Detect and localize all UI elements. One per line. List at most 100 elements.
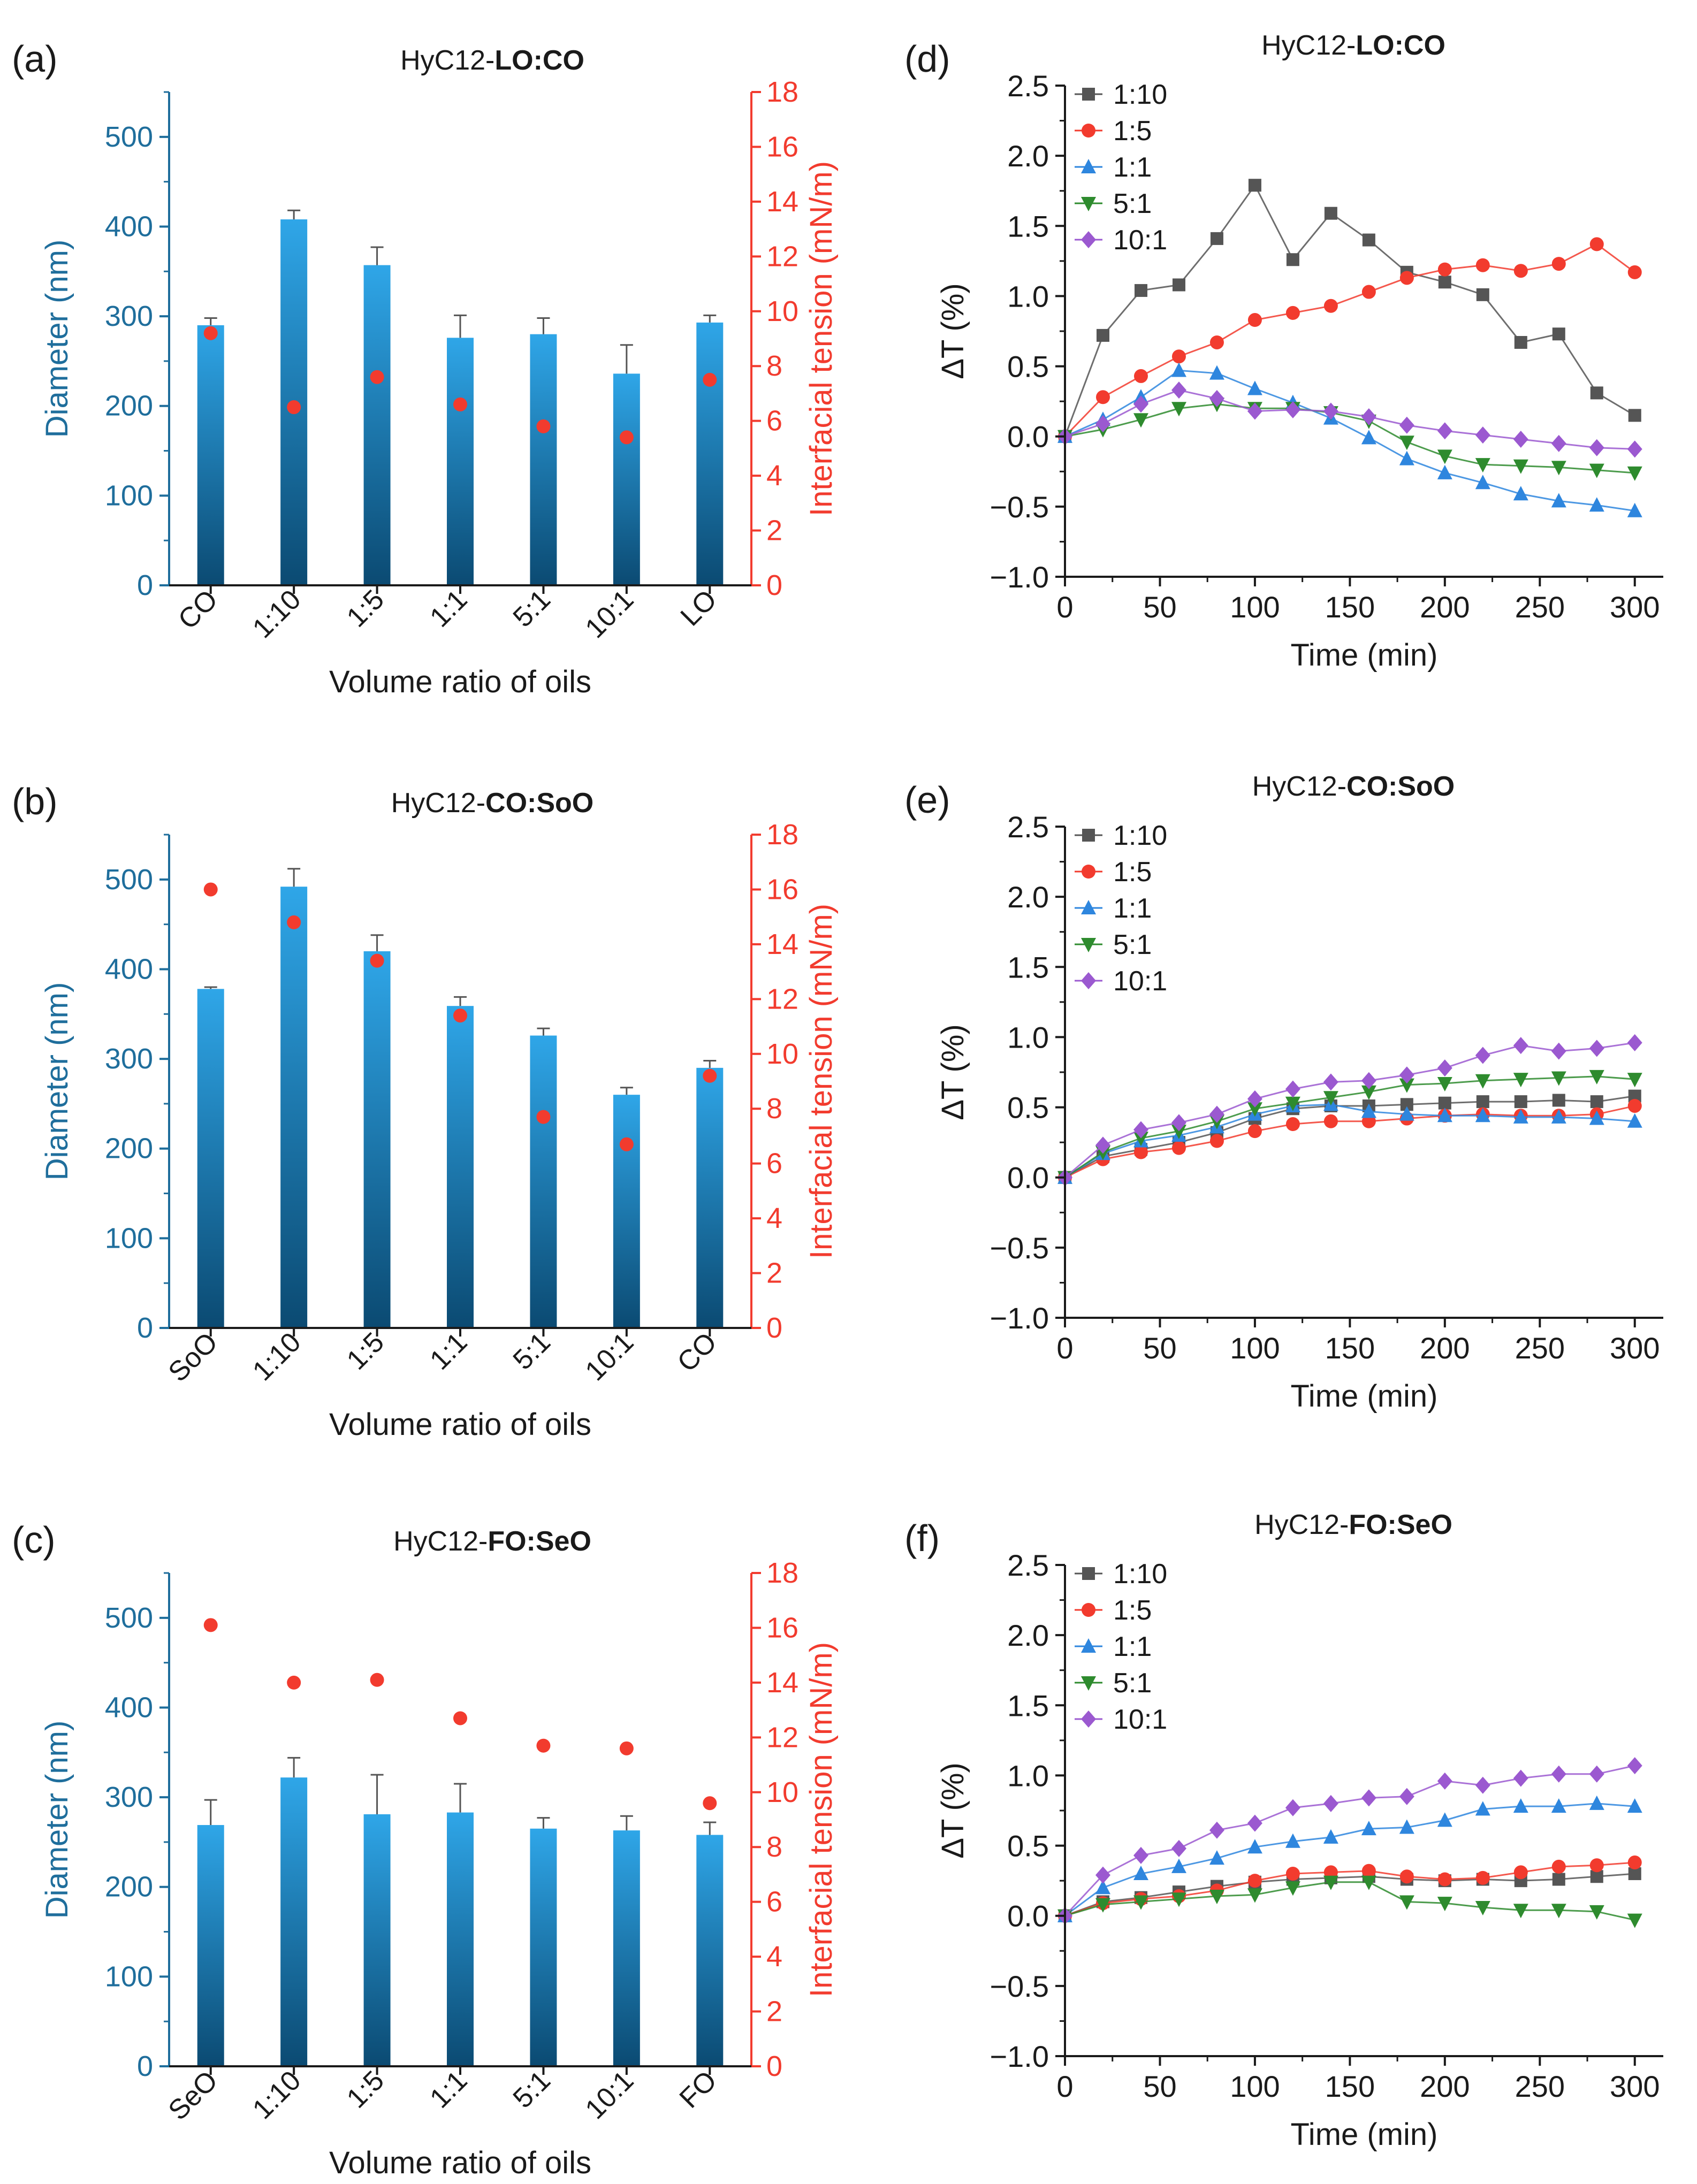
marker-triangle-down (1475, 458, 1490, 473)
series-1-1 (1057, 1096, 1642, 1184)
diameter-bar (696, 322, 724, 585)
chart-title-bold: LO:CO (1356, 30, 1445, 61)
marker-triangle-down (1361, 1085, 1376, 1100)
marker-diamond (1513, 430, 1528, 448)
y-tick-label: 2.0 (1007, 139, 1049, 173)
marker-diamond (1399, 1788, 1414, 1805)
right-tick-label: 18 (766, 819, 798, 851)
series-line (1064, 1042, 1635, 1178)
marker-diamond (1551, 434, 1566, 452)
marker-diamond (1513, 1037, 1528, 1055)
series-1-5 (1058, 1098, 1642, 1185)
tension-point (203, 1618, 218, 1632)
x-tick-label: 300 (1610, 2070, 1660, 2103)
diameter-bar (197, 1825, 224, 2066)
x-axis-title: Volume ratio of oils (329, 665, 591, 699)
series-line (1064, 1095, 1635, 1179)
marker-diamond (1589, 439, 1604, 456)
marker-triangle-down (1551, 461, 1566, 476)
marker-triangle-up (1437, 464, 1452, 479)
marker-triangle-down (1095, 1898, 1110, 1913)
marker-diamond (1361, 408, 1376, 425)
marker-circle (1627, 1098, 1642, 1113)
marker-triangle-down (1627, 1913, 1642, 1928)
diameter-bar (530, 334, 557, 585)
error-bar (703, 1821, 717, 1835)
right-tick-label: 4 (766, 1202, 782, 1234)
marker-triangle-up (1627, 502, 1642, 517)
marker-circle (1095, 390, 1110, 404)
x-axis-title: Volume ratio of oils (329, 2145, 591, 2180)
legend-label: 1:1 (1113, 893, 1152, 924)
legend-item: 1:1 (1075, 893, 1152, 924)
tension-point (703, 1068, 717, 1083)
marker-diamond (1627, 1034, 1642, 1051)
diameter-bar (696, 1067, 724, 1328)
error-bar (537, 1817, 550, 1829)
x-tick-label: 0 (1056, 2070, 1073, 2103)
marker-diamond (1081, 1710, 1096, 1728)
marker-circle (1399, 1869, 1414, 1884)
marker-triangle-down (1285, 1881, 1300, 1896)
legend-label: 5:1 (1113, 1668, 1152, 1699)
right-axis-title: Interfacial tension (mN/m) (804, 1642, 839, 1997)
marker-triangle-up (1551, 1798, 1566, 1813)
marker-triangle-down (1285, 1096, 1300, 1111)
series-line (1064, 1075, 1635, 1178)
marker-triangle-down (1247, 1102, 1262, 1117)
legend-label: 1:5 (1113, 116, 1152, 147)
marker-circle (1361, 285, 1376, 299)
chart-title: HyC12-CO:SoO (1252, 771, 1455, 802)
left-tick-label: 400 (105, 953, 153, 985)
marker-diamond (1171, 1114, 1186, 1132)
right-tick-label: 2 (766, 1257, 782, 1289)
y-tick-label: 1.5 (1007, 209, 1049, 243)
x-tick-label: 1:10 (247, 1326, 307, 1387)
marker-square (1096, 329, 1109, 342)
chart-title-bold: FO:SeO (1349, 1509, 1452, 1540)
marker-triangle-down (1437, 1897, 1452, 1912)
legend-label: 10:1 (1113, 225, 1167, 256)
left-tick-label: 500 (105, 121, 153, 153)
right-tick-label: 0 (766, 2050, 782, 2082)
error-bar (620, 1815, 633, 1831)
legend-label: 10:1 (1113, 1704, 1167, 1735)
error-bar (620, 344, 633, 374)
marker-diamond (1095, 1136, 1110, 1154)
tension-point (536, 419, 551, 433)
marker-triangle-down (1133, 413, 1148, 428)
line-chart-panel: (e) HyC12-CO:SoO −1.0 −0.5 0.0 0.5 1.0 1.5 2.0 2.… (904, 771, 1663, 1414)
left-axis-title: Diameter (nm) (40, 982, 74, 1181)
bar-chart-panel: (c) HyC12-FO:SeO 0 100 200 300 400 500 0 2 4 6 8 10 12… (12, 1519, 839, 2180)
right-tick-label: 18 (766, 1557, 798, 1589)
diameter-bar (363, 265, 391, 585)
x-tick-label: 0 (1056, 590, 1073, 624)
y-tick-label: 0.0 (1007, 420, 1049, 454)
marker-triangle-down (1513, 459, 1528, 474)
marker-triangle-down (1589, 463, 1604, 478)
x-axis-title: Time (min) (1291, 1379, 1438, 1414)
y-axis-title: ΔT (%) (935, 283, 970, 379)
legend: 1:10 1:5 1:1 5:1 10:1 (1075, 79, 1167, 256)
marker-triangle-down (1081, 197, 1096, 211)
chart-title-prefix: HyC12- (393, 1526, 488, 1557)
marker-triangle-up (1513, 1109, 1528, 1124)
right-tick-label: 6 (766, 1148, 782, 1180)
x-tick-label: SoO (163, 1326, 224, 1388)
legend-item: 10:1 (1075, 966, 1167, 997)
right-tick-label: 0 (766, 1312, 782, 1344)
x-tick-label: 50 (1143, 2070, 1176, 2103)
chart-title-bold: CO:SoO (1346, 771, 1455, 802)
marker-diamond (1323, 1073, 1338, 1091)
marker-triangle-up (1399, 450, 1414, 465)
left-axis-title: Diameter (nm) (40, 1721, 74, 1919)
right-tick-label: 16 (766, 1612, 798, 1644)
marker-triangle-down (1437, 449, 1452, 464)
x-tick-label: 250 (1515, 590, 1565, 624)
marker-square (1476, 1095, 1489, 1109)
x-tick-label: LO (675, 584, 723, 632)
x-axis-title: Volume ratio of oils (329, 1407, 591, 1442)
marker-triangle-up (1399, 1106, 1414, 1121)
legend-item: 1:1 (1075, 152, 1152, 183)
